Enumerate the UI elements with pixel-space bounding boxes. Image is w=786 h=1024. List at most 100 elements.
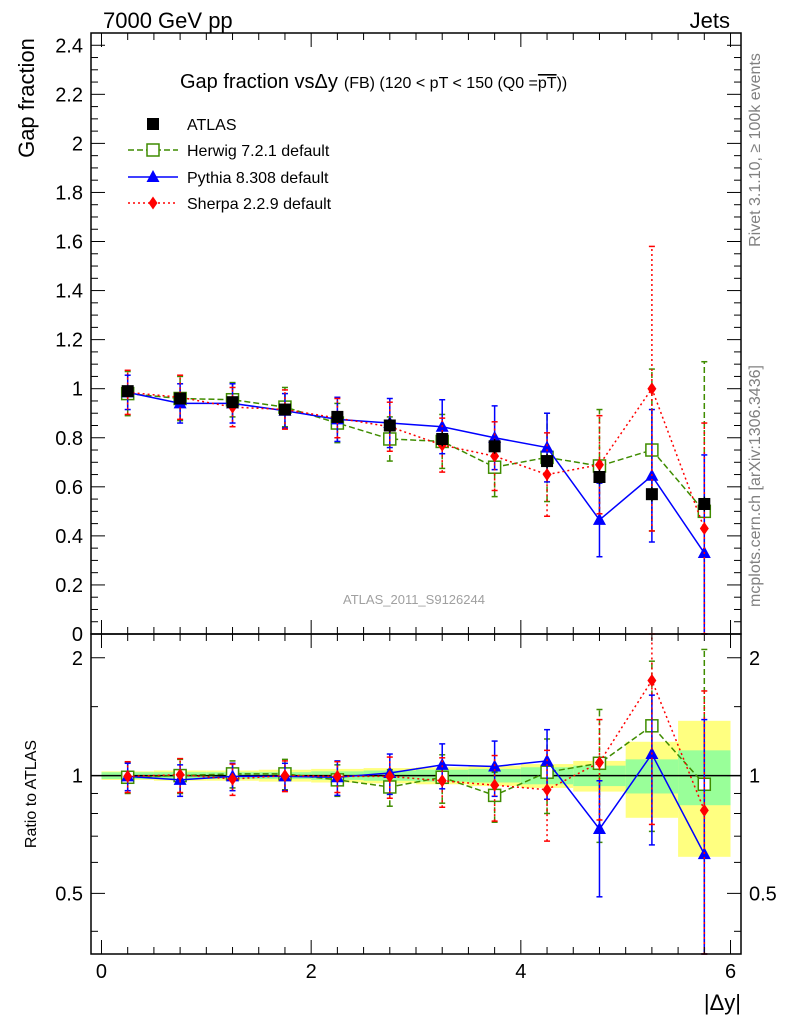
energy-label: 7000 GeV pp xyxy=(103,8,233,33)
ratio-series-pythia xyxy=(121,694,711,955)
data-point-atlas xyxy=(698,497,711,510)
process-label: Jets xyxy=(690,8,730,33)
data-point-atlas xyxy=(541,455,554,468)
legend-marker-atlas xyxy=(147,118,159,130)
ratio-point-sherpa xyxy=(699,803,709,817)
main-y-ticks: 0 0.2 0.4 0.6 0.8 1 1.2 1.4 1.6 1.8 2 2.2 2.4 xyxy=(55,33,741,646)
chart-title-main: Gap fraction vsΔy xyxy=(180,71,338,93)
ratio-series-herwig xyxy=(120,648,712,955)
series-line-sherpa xyxy=(127,387,706,529)
main-y-tick-label: 1.6 xyxy=(55,232,83,254)
chart-title-close: )) xyxy=(557,75,568,92)
x-tick-label: 6 xyxy=(725,961,736,983)
ratio-panel: 0.5 0.5 1 1 2 2 0 2 4 6 Ratio to ATLAS |Δy| xyxy=(23,633,777,1015)
data-point-atlas xyxy=(383,419,396,432)
ratio-point-sherpa xyxy=(437,774,447,788)
legend-label-pythia: Pythia 8.308 default xyxy=(187,170,329,187)
data-point-sherpa xyxy=(647,382,657,396)
ratio-point-sherpa xyxy=(175,768,185,782)
series-line-pythia xyxy=(127,391,705,554)
ratio-line-herwig xyxy=(127,724,705,797)
main-series-group xyxy=(120,245,712,635)
ratio-point-sherpa xyxy=(490,778,500,792)
x-tick-label: 0 xyxy=(96,961,107,983)
ratio-uncertainty-bands xyxy=(101,720,731,857)
main-y-tick-label: 0.4 xyxy=(55,526,83,548)
legend-item-herwig: Herwig 7.2.1 default xyxy=(128,143,330,160)
legend-item-pythia: Pythia 8.308 default xyxy=(128,170,329,187)
data-point-atlas xyxy=(436,432,449,445)
data-point-atlas xyxy=(331,410,344,423)
legend: ATLAS Herwig 7.2.1 default Pythia 8.308 de… xyxy=(128,117,332,213)
legend-label-sherpa: Sherpa 2.2.9 default xyxy=(187,196,332,213)
legend-item-atlas: ATLAS xyxy=(147,117,237,134)
ratio-series-sherpa xyxy=(123,633,709,955)
ratio-line-sherpa xyxy=(127,678,706,811)
data-point-pythia xyxy=(488,430,502,443)
ratio-point-pythia xyxy=(592,822,606,835)
ratio-y-ticks: 0.5 0.5 1 1 2 2 xyxy=(55,648,777,932)
ratio-point-sherpa xyxy=(594,755,604,769)
legend-item-sherpa: Sherpa 2.2.9 default xyxy=(128,196,332,213)
data-point-sherpa xyxy=(594,458,604,472)
ratio-point-sherpa xyxy=(385,769,395,783)
ratio-frame xyxy=(90,633,742,955)
data-point-sherpa xyxy=(542,468,552,482)
data-point-atlas xyxy=(488,440,501,453)
ratio-point-sherpa xyxy=(332,769,342,783)
ratio-point-sherpa xyxy=(280,769,290,783)
main-y-tick-label: 0.8 xyxy=(55,428,83,450)
data-point-atlas xyxy=(593,471,606,484)
main-y-tick-label: 2.2 xyxy=(55,84,83,106)
main-y-tick-label: 2.4 xyxy=(55,35,83,57)
rivet-version-label: Rivet 3.1.10, ≥ 100k events xyxy=(747,53,764,247)
data-point-pythia xyxy=(540,440,554,453)
ratio-point-sherpa xyxy=(647,673,657,687)
data-point-pythia xyxy=(592,512,606,525)
main-panel: Gap fraction ATLAS_2011_S9126244 Gap fra… xyxy=(14,32,742,646)
x-tick-label: 2 xyxy=(306,961,317,983)
main-y-tick-label: 0 xyxy=(72,624,83,646)
chart-title-overline: pT xyxy=(538,75,557,92)
ratio-point-sherpa xyxy=(123,769,133,783)
mcplots-reference-label: mcplots.cern.ch [arXiv:1306.3436] xyxy=(747,365,764,607)
ratio-x-ticks: 0 2 4 6 xyxy=(96,634,736,983)
main-y-tick-label: 1 xyxy=(72,379,83,401)
chart-title-sub: (FB) (120 < pT < 150 (Q0 = xyxy=(344,75,538,92)
ratio-line-pythia xyxy=(127,752,705,855)
ratio-y-tick-label-right: 2 xyxy=(749,648,760,670)
ratio-point-pythia xyxy=(435,757,449,770)
ratio-y-tick-label-right: 1 xyxy=(749,766,760,788)
main-y-tick-label: 1.2 xyxy=(55,330,83,352)
legend-marker-pythia xyxy=(146,170,160,182)
main-y-tick-label: 1.8 xyxy=(55,182,83,204)
main-y-tick-label: 1.4 xyxy=(55,281,83,303)
ratio-y-tick-label: 1 xyxy=(72,766,83,788)
legend-marker-sherpa xyxy=(148,196,158,210)
series-atlas xyxy=(121,385,711,512)
main-y-tick-label: 0.2 xyxy=(55,575,83,597)
data-point-atlas xyxy=(174,392,187,405)
data-point-atlas xyxy=(645,488,658,501)
legend-marker-herwig xyxy=(146,143,160,157)
data-point-sherpa xyxy=(490,449,500,463)
ratio-point-sherpa xyxy=(542,783,552,797)
ratio-y-axis-label: Ratio to ATLAS xyxy=(23,740,40,848)
series-line-herwig xyxy=(127,392,705,512)
main-y-axis-label: Gap fraction xyxy=(14,38,39,158)
x-tick-label: 4 xyxy=(515,961,526,983)
analysis-watermark: ATLAS_2011_S9126244 xyxy=(343,592,485,607)
ratio-y-tick-label: 0.5 xyxy=(55,883,83,905)
ratio-point-sherpa xyxy=(228,772,238,786)
data-point-atlas xyxy=(226,396,239,409)
data-point-atlas xyxy=(278,403,291,416)
legend-label-atlas: ATLAS xyxy=(187,117,237,134)
x-axis-label: |Δy| xyxy=(704,990,741,1015)
main-y-tick-label: 0.6 xyxy=(55,477,83,499)
chart-title: Gap fraction vsΔy (FB) (120 < pT < 150 (Q… xyxy=(180,71,567,93)
ratio-series-group xyxy=(120,633,712,955)
legend-label-herwig: Herwig 7.2.1 default xyxy=(187,143,330,160)
ratio-y-tick-label-right: 0.5 xyxy=(749,883,777,905)
ratio-y-tick-label: 2 xyxy=(72,648,83,670)
